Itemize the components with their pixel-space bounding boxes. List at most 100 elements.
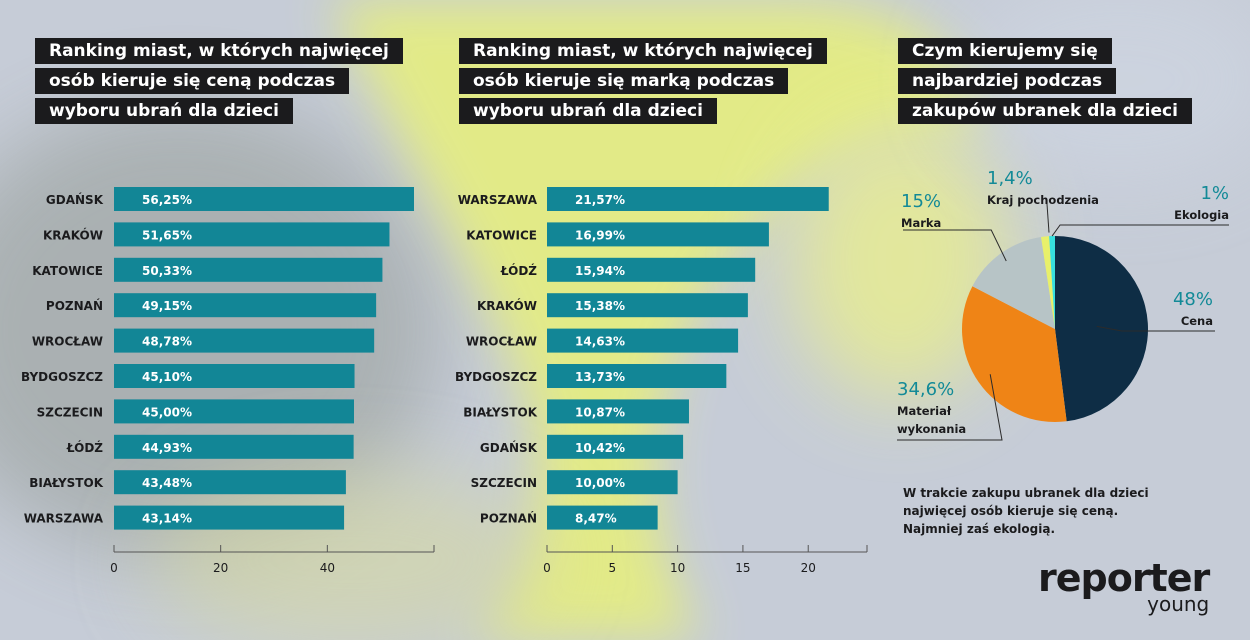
- chart2-category-label: ŁÓDŹ: [500, 263, 537, 278]
- chart1-value-label: 48,78%: [142, 335, 192, 349]
- chart2-value-label: 10,42%: [575, 441, 625, 455]
- chart1-category-label: KRAKÓW: [43, 227, 103, 242]
- pie-slice: [1055, 236, 1148, 422]
- chart2-category-label: WARSZAWA: [458, 193, 538, 207]
- pie-leader-line: [897, 374, 1003, 441]
- chart2-bar: [547, 364, 727, 388]
- chart1-x-axis: 0 20 40: [110, 545, 435, 575]
- chart1-bar: [114, 257, 383, 282]
- pie-slice-name: Ekologia: [1174, 208, 1229, 222]
- chart1-category-label: BYDGOSZCZ: [21, 370, 103, 384]
- chart2-bar: [547, 505, 658, 530]
- chart2-category-label: BYDGOSZCZ: [455, 370, 537, 384]
- chart1-bar: [114, 470, 346, 495]
- chart1-category-label: POZNAŃ: [46, 298, 103, 313]
- chart1-bar: [114, 399, 354, 424]
- chart1-tick-label: 0: [110, 561, 118, 575]
- chart1-value-label: 49,15%: [142, 299, 192, 313]
- chart1-bar: [114, 293, 377, 318]
- chart2-category-label: BIAŁYSTOK: [463, 405, 537, 419]
- footnote-line: W trakcie zakupu ubranek dla dzieci: [903, 486, 1149, 500]
- chart1-value-label: 56,25%: [142, 193, 192, 207]
- chart2-tick-label: 10: [670, 561, 685, 575]
- chart1-bars: GDAŃSK 56,25% KRAKÓW 51,65% KATOWICE 50,33% PO…: [21, 187, 414, 530]
- chart2-bar: [547, 328, 739, 353]
- chart1-tick-label: 20: [213, 561, 228, 575]
- reporter-young-logo: reporter young: [1038, 556, 1210, 616]
- chart2-bar: [547, 187, 829, 211]
- pie-slice-name: Materiał: [897, 404, 952, 418]
- chart2-category-label: WROCŁAW: [466, 335, 537, 349]
- chart2-category-label: GDAŃSK: [480, 440, 538, 455]
- chart2-title-line: osób kieruje się marką podczas: [459, 68, 789, 94]
- chart2-bars: WARSZAWA 21,57% KATOWICE 16,99% ŁÓDŹ 15,94% KR…: [455, 187, 829, 530]
- chart1-value-label: 50,33%: [142, 264, 192, 278]
- pie-slice-name: Marka: [901, 216, 941, 230]
- chart2-bar: [547, 434, 684, 459]
- chart2-value-label: 10,87%: [575, 405, 625, 419]
- pie-chart: [962, 236, 1148, 422]
- chart1-title: Ranking miast, w których najwięcej osób …: [35, 38, 403, 128]
- chart2-category-label: SZCZECIN: [471, 476, 537, 490]
- pie-leader-line: [1096, 325, 1215, 332]
- chart1-bar: [114, 505, 345, 530]
- chart2-title-line: wyboru ubrań dla dzieci: [459, 98, 717, 124]
- chart2-value-label: 13,73%: [575, 370, 625, 384]
- pie-slice: [1049, 236, 1055, 329]
- chart3-title-line: Czym kierujemy się: [898, 38, 1112, 64]
- chart2-title: Ranking miast, w których najwięcej osób …: [459, 38, 827, 128]
- chart1-category-label: ŁÓDŹ: [66, 440, 103, 455]
- chart1-title-line: wyboru ubrań dla dzieci: [35, 98, 293, 124]
- chart1-value-label: 45,00%: [142, 405, 192, 419]
- chart2-value-label: 21,57%: [575, 193, 625, 207]
- chart1-bar: [114, 187, 414, 211]
- pie-percent-label: 15%: [901, 191, 941, 212]
- chart2-value-label: 15,38%: [575, 299, 625, 313]
- pie-labels: 48% Cena 34,6% Materiał wykonania 15% Marka 1,4…: [897, 168, 1229, 441]
- chart1-value-label: 45,10%: [142, 370, 192, 384]
- chart2-bar: [547, 222, 769, 247]
- chart1-value-label: 51,65%: [142, 228, 192, 242]
- pie-slice-name: wykonania: [897, 422, 966, 436]
- pie-slice-name: Kraj pochodzenia: [987, 193, 1099, 207]
- chart1-bar: [114, 328, 375, 353]
- chart1-value-label: 44,93%: [142, 441, 192, 455]
- chart1-title-line: Ranking miast, w których najwięcej: [35, 38, 403, 64]
- footnote: W trakcie zakupu ubranek dla dzieci najw…: [903, 484, 1203, 538]
- chart2-bar: [547, 257, 756, 282]
- chart2-bar: [547, 399, 689, 424]
- chart3-title: Czym kierujemy się najbardziej podczas z…: [898, 38, 1192, 128]
- footnote-line: Najmniej zaś ekologią.: [903, 522, 1056, 536]
- chart3-title-line: zakupów ubranek dla dzieci: [898, 98, 1192, 124]
- chart1-category-label: WROCŁAW: [32, 335, 103, 349]
- pie-slice: [1041, 236, 1055, 329]
- pie-leader-line: [1051, 224, 1229, 237]
- chart3-title-line: najbardziej podczas: [898, 68, 1117, 94]
- chart2-value-label: 15,94%: [575, 264, 625, 278]
- pie-slice-name: Cena: [1181, 314, 1213, 328]
- logo-main-text: reporter: [1038, 556, 1210, 600]
- chart1-category-label: GDAŃSK: [46, 192, 104, 207]
- chart2-bar: [547, 293, 748, 318]
- logo-sub-text: young: [1147, 592, 1210, 616]
- chart2-category-label: KATOWICE: [466, 228, 537, 242]
- chart1-category-label: KATOWICE: [32, 264, 103, 278]
- chart1-tick-label: 40: [320, 561, 335, 575]
- chart2-tick-label: 20: [801, 561, 816, 575]
- chart1-category-label: SZCZECIN: [37, 405, 103, 419]
- chart2-title-line: Ranking miast, w których najwięcej: [459, 38, 827, 64]
- pie-leader-line: [1046, 203, 1050, 233]
- pie-slice: [962, 286, 1067, 422]
- chart2-tick-label: 0: [543, 561, 551, 575]
- chart2-value-label: 10,00%: [575, 476, 625, 490]
- chart2-value-label: 14,63%: [575, 335, 625, 349]
- chart1-category-label: WARSZAWA: [24, 512, 104, 526]
- chart2-tick-label: 5: [608, 561, 616, 575]
- chart2-value-label: 8,47%: [575, 512, 617, 526]
- pie-leader-line: [903, 229, 1007, 262]
- chart1-bar: [114, 222, 390, 247]
- chart1-value-label: 43,48%: [142, 476, 192, 490]
- pie-percent-label: 34,6%: [897, 379, 954, 400]
- chart2-bar: [547, 470, 678, 495]
